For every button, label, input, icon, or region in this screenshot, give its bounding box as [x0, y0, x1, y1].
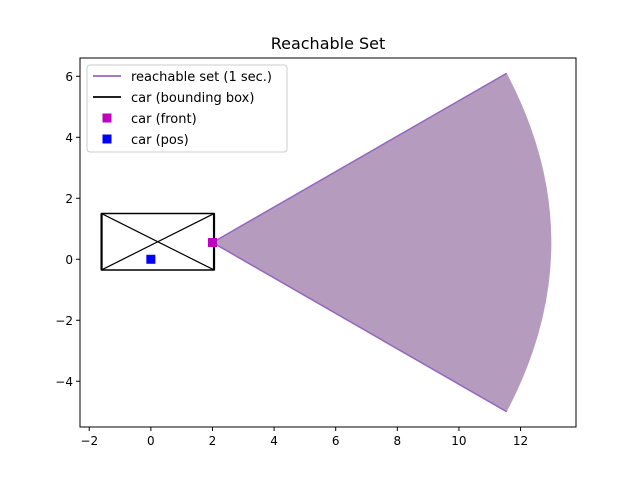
axes-frame	[79, 57, 577, 428]
y-tick-label: −4	[55, 375, 73, 389]
x-tick-label: 8	[393, 434, 401, 448]
y-tick-label: −2	[55, 314, 73, 328]
car-front-marker	[207, 238, 217, 247]
x-tick-label: −2	[80, 434, 98, 448]
plot-area	[100, 72, 552, 413]
x-tick-label: 12	[513, 434, 528, 448]
chart-title: Reachable Set	[271, 34, 386, 53]
x-tick-label: 2	[209, 434, 217, 448]
x-tick-label: 4	[270, 434, 278, 448]
legend-box	[86, 64, 288, 153]
legend: reachable set (1 sec.) car (bounding box…	[86, 64, 288, 153]
y-tick-label: 6	[65, 70, 73, 84]
reachable-set-upper-edge	[212, 72, 508, 244]
legend-front-swatch	[102, 113, 112, 123]
x-tick-label: 6	[332, 434, 340, 448]
legend-front-label: car (front)	[131, 112, 197, 127]
x-tick-label: 10	[451, 434, 466, 448]
y-tick-label: 4	[65, 131, 73, 145]
legend-bounding-box-label: car (bounding box)	[131, 91, 254, 106]
x-tick-label: 0	[147, 434, 155, 448]
y-tick-label: 2	[65, 192, 73, 206]
y-tick-label: 0	[65, 253, 73, 267]
legend-reachable-set-label: reachable set (1 sec.)	[131, 70, 272, 85]
legend-pos-swatch	[102, 134, 112, 144]
reachable-set-lower-edge	[212, 241, 508, 413]
legend-pos-label: car (pos)	[131, 133, 189, 148]
reachable-set-area	[212, 73, 552, 412]
axis-ticks: −2 0 2 4 6 8 10 12 −4 −2 0 2 4 6	[55, 70, 528, 448]
bounding-box-diagonal	[101, 212, 215, 271]
car-pos-marker	[146, 254, 156, 264]
